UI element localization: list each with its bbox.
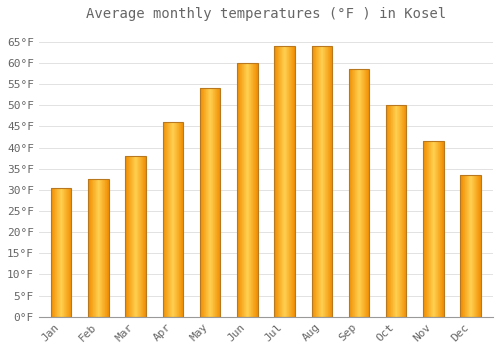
- Bar: [162, 122, 183, 317]
- Bar: [386, 105, 406, 317]
- Bar: [237, 63, 258, 317]
- Bar: [126, 156, 146, 317]
- Bar: [312, 46, 332, 317]
- Bar: [460, 175, 481, 317]
- Bar: [349, 69, 370, 317]
- Bar: [200, 88, 220, 317]
- Bar: [88, 179, 108, 317]
- Bar: [274, 46, 295, 317]
- Title: Average monthly temperatures (°F ) in Kosel: Average monthly temperatures (°F ) in Ko…: [86, 7, 446, 21]
- Bar: [51, 188, 72, 317]
- Bar: [423, 141, 444, 317]
